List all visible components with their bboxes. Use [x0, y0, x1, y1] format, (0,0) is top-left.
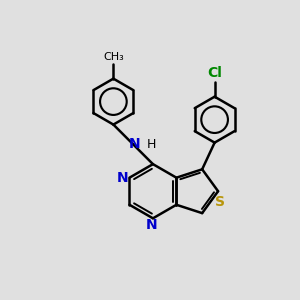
Text: N: N [116, 171, 128, 185]
Text: H: H [147, 138, 156, 151]
Text: N: N [146, 218, 157, 232]
Text: S: S [214, 195, 225, 209]
Text: N: N [128, 137, 140, 151]
Text: Cl: Cl [207, 66, 222, 80]
Text: CH₃: CH₃ [103, 52, 124, 62]
